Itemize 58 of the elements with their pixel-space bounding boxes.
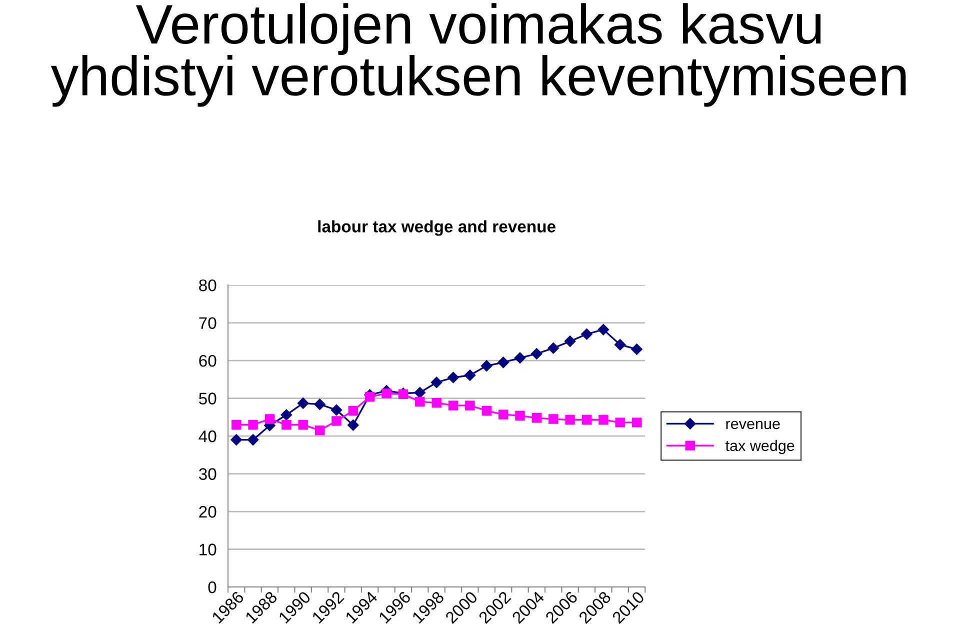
point bbox=[448, 400, 458, 410]
point bbox=[498, 356, 509, 368]
point bbox=[230, 434, 242, 446]
point bbox=[631, 344, 642, 355]
chart-title: Verotulojen voimakas kasvu yhdistyi verotuksen keventymiseen bbox=[50, 3, 906, 107]
point bbox=[330, 404, 342, 416]
point bbox=[515, 410, 525, 421]
y-tick-label: 60 bbox=[199, 354, 216, 367]
point bbox=[548, 414, 558, 424]
point bbox=[598, 414, 608, 425]
y-tick-label: 20 bbox=[199, 506, 216, 518]
point bbox=[481, 360, 492, 372]
point bbox=[332, 416, 342, 426]
point bbox=[297, 398, 309, 409]
y-tick-label: 80 bbox=[199, 279, 216, 292]
point bbox=[280, 409, 292, 420]
point bbox=[415, 396, 425, 407]
point bbox=[482, 406, 492, 416]
point bbox=[615, 418, 625, 428]
point bbox=[231, 420, 242, 430]
point bbox=[448, 372, 459, 384]
point bbox=[414, 387, 426, 398]
point bbox=[564, 336, 576, 347]
point bbox=[614, 339, 626, 350]
point bbox=[531, 348, 542, 360]
point bbox=[282, 420, 292, 430]
point bbox=[582, 414, 592, 425]
point bbox=[314, 426, 325, 436]
point bbox=[514, 352, 526, 364]
point bbox=[364, 392, 375, 402]
y-tick-label: 40 bbox=[198, 430, 216, 442]
point bbox=[598, 324, 610, 336]
point bbox=[314, 398, 326, 410]
point bbox=[298, 420, 308, 430]
point bbox=[464, 370, 476, 381]
point bbox=[548, 342, 559, 354]
point bbox=[264, 414, 275, 424]
point bbox=[581, 328, 592, 340]
y-tick-label: 70 bbox=[199, 317, 216, 330]
point bbox=[248, 420, 258, 430]
y-tick-label: 0 bbox=[208, 581, 216, 594]
y-tick-label: 10 bbox=[200, 544, 216, 556]
point bbox=[565, 414, 575, 425]
legend-label: revenue bbox=[726, 420, 780, 430]
point bbox=[348, 406, 358, 416]
y-tick-label: 30 bbox=[198, 468, 216, 480]
point bbox=[432, 398, 442, 408]
chart-subtitle: labour tax wedge and revenue bbox=[318, 220, 556, 236]
point bbox=[382, 388, 392, 398]
y-tick-label: 50 bbox=[199, 392, 216, 404]
point bbox=[498, 410, 508, 420]
point bbox=[532, 413, 542, 423]
legend-label: tax wedge bbox=[726, 440, 794, 454]
point bbox=[430, 376, 442, 388]
point bbox=[348, 419, 359, 431]
point bbox=[247, 434, 259, 446]
point bbox=[465, 400, 475, 410]
point bbox=[632, 418, 642, 428]
